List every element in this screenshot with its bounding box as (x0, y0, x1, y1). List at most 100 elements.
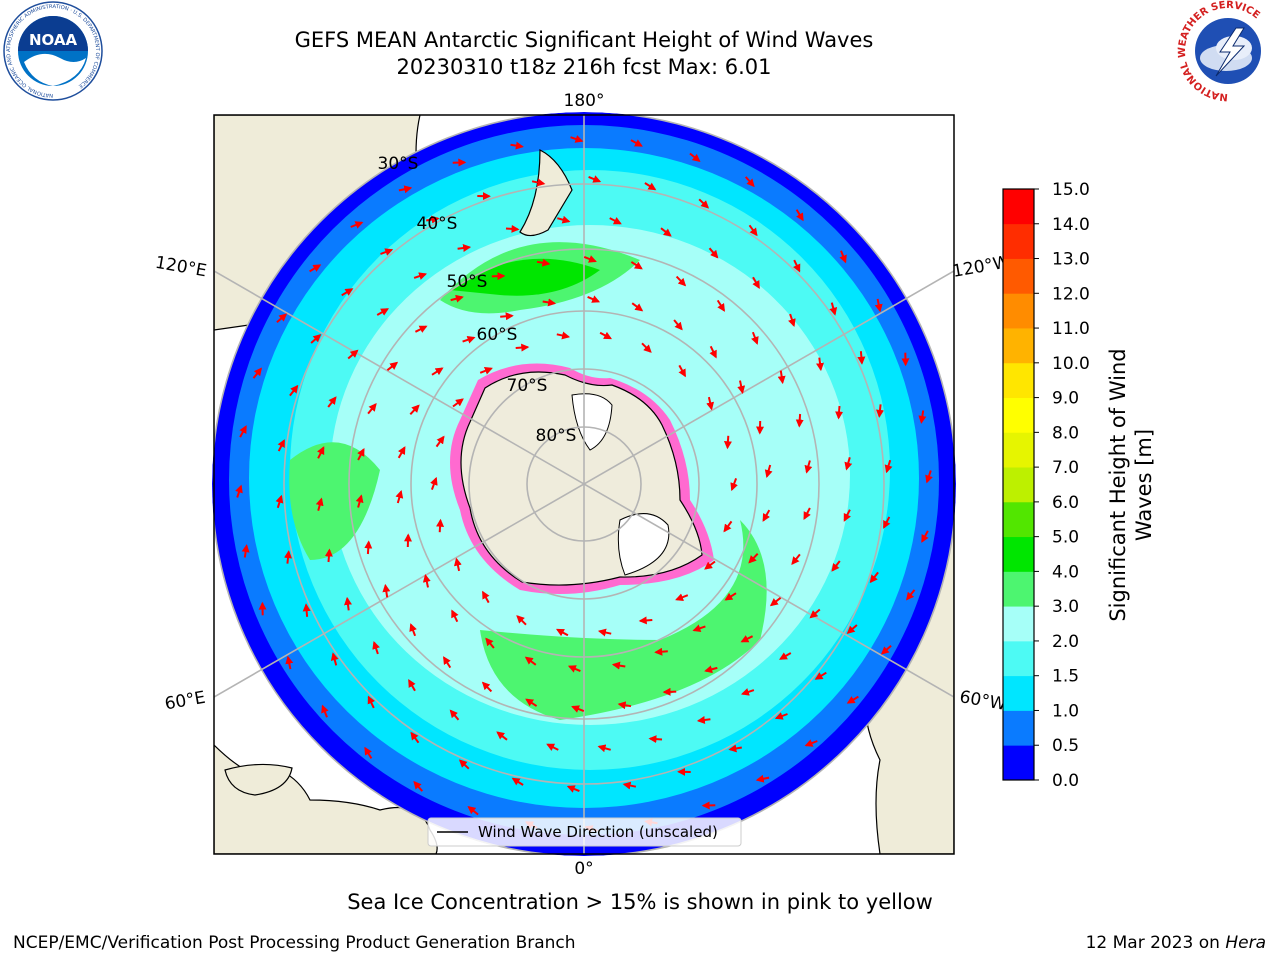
wave-direction-arrow (816, 357, 824, 372)
colorbar-tick-label: 13.0 (1052, 250, 1090, 270)
wave-direction-arrow (372, 640, 380, 655)
wave-direction-arrow (880, 644, 892, 655)
wave-direction-arrow (846, 695, 859, 704)
plot-subtitle: 20230310 t18z 216h fcst Max: 6.01 (396, 55, 772, 79)
wave-direction-arrow (788, 313, 796, 328)
wave-direction-arrow (350, 221, 364, 229)
wave-direction-arrow (482, 590, 490, 604)
wave-direction-arrow (413, 272, 428, 280)
colorbar-frame (1002, 188, 1035, 781)
map-frame (213, 114, 955, 855)
colorbar-segment (1003, 640, 1034, 677)
wave-direction-arrow (510, 141, 524, 150)
wave-direction-arrow (918, 410, 927, 424)
colorbar-tick-label: 0.5 (1052, 736, 1079, 756)
wave-direction-arrow (696, 716, 711, 724)
wave-direction-arrow (556, 331, 571, 340)
colorbar-tick-label: 14.0 (1052, 215, 1090, 235)
wave-direction-arrow (531, 178, 546, 187)
colorbar-segment (1003, 710, 1034, 746)
wave-direction-arrow (524, 656, 537, 666)
wave-direction-arrow (779, 652, 792, 660)
colorbar-segment (1003, 258, 1034, 294)
colorbar-tick-label: 8.0 (1052, 423, 1079, 443)
wave-direction-arrow (622, 781, 637, 790)
wave-direction-arrow (376, 308, 389, 316)
wave-direction-arrow (630, 261, 643, 270)
colorbar-label-line1: Significant Height of Wind (1106, 348, 1130, 621)
footer-date: 12 Mar 2023 on Hera (1086, 933, 1266, 953)
plot-title: GEFS MEAN Antarctic Significant Height o… (294, 28, 874, 52)
wave-direction-arrow (252, 367, 262, 379)
colorbar-segment (1003, 745, 1034, 781)
wave-direction-arrow (662, 687, 677, 696)
wave-direction-arrow (795, 413, 804, 428)
wave-direction-arrow (327, 396, 337, 408)
wave-direction-arrow (804, 739, 818, 747)
wave-direction-arrow (641, 342, 652, 353)
wave-direction-arrow (570, 135, 584, 143)
wave-direction-arrow (408, 679, 416, 692)
wave-direction-arrow (803, 507, 811, 521)
wave-direction-arrow (364, 540, 373, 555)
wave-direction-arrow (511, 777, 524, 786)
lon-label-180: 180° (564, 91, 605, 111)
wave-direction-arrow (791, 553, 801, 565)
wave-direction-arrow (716, 299, 725, 312)
wave-direction-arrow (450, 294, 464, 303)
noaa-logo-icon: NOAA NATIONAL OCEANIC AND ATMOSPHERIC AD… (3, 1, 103, 101)
wave-direction-arrow (755, 774, 770, 783)
colorbar-segment (1003, 536, 1034, 572)
wave-direction-arrow (542, 298, 557, 307)
wave-direction-arrow (409, 623, 417, 637)
wave-direction-arrow (583, 255, 597, 263)
wave-direction-arrow (744, 176, 755, 188)
wave-direction-arrow (436, 518, 445, 533)
wave-direction-arrow (675, 275, 687, 287)
wave-direction-arrow (631, 302, 644, 312)
wave-direction-arrow (611, 661, 626, 670)
wave-direction-arrow (777, 370, 786, 385)
wave-direction-arrow (276, 313, 288, 324)
wave-direction-arrow (724, 592, 737, 601)
wave-direction-arrow (793, 259, 801, 273)
colorbar-tick-label: 12.0 (1052, 284, 1090, 304)
colorbar-tick-label: 1.5 (1052, 667, 1079, 687)
wave-direction-arrow (709, 345, 717, 359)
wave-direction-arrow (525, 698, 538, 707)
wave-direction-arrow (413, 780, 424, 792)
wave-direction-arrow (609, 217, 622, 225)
wave-direction-arrow (467, 806, 479, 816)
wave-direction-arrow (386, 361, 399, 371)
wave-direction-arrow (410, 731, 420, 744)
wave-direction-arrow (829, 302, 838, 316)
colorbar-tick-label: 4.0 (1052, 562, 1079, 582)
wave-direction-arrow (496, 731, 508, 741)
lon-label-60e: 60°E (163, 688, 207, 715)
wave-direction-arrow (571, 705, 585, 713)
wave-direction-arrow (431, 367, 444, 376)
wave-direction-arrow (704, 560, 716, 570)
wave-direction-arrow (321, 704, 329, 718)
wave-direction-arrow (546, 743, 559, 751)
wave-direction-arrow (414, 325, 428, 333)
wave-direction-arrow (309, 264, 322, 273)
wave-direction-arrow (698, 198, 710, 209)
wave-direction-arrow (689, 152, 701, 162)
colorbar-tick-label: 15.0 (1052, 180, 1090, 200)
colorbar-segment (1003, 467, 1034, 503)
wave-direction-arrow (457, 244, 472, 252)
wave-direction-arrow (588, 175, 602, 183)
colorbar-tick-label: 5.0 (1052, 528, 1079, 548)
wave-direction-arrow (462, 335, 476, 344)
colorbar-tick-label: 2.0 (1052, 632, 1079, 652)
colorbar-tick-label: 6.0 (1052, 493, 1079, 513)
wave-direction-arrow (555, 628, 569, 637)
wave-direction-arrow (330, 652, 339, 666)
wave-direction-arrow (515, 343, 530, 352)
wave-direction-arrow (382, 583, 391, 598)
wave-direction-arrow (302, 603, 311, 617)
colorbar-segment (1003, 675, 1034, 711)
map-legend: Wind Wave Direction (unscaled) (427, 817, 742, 847)
